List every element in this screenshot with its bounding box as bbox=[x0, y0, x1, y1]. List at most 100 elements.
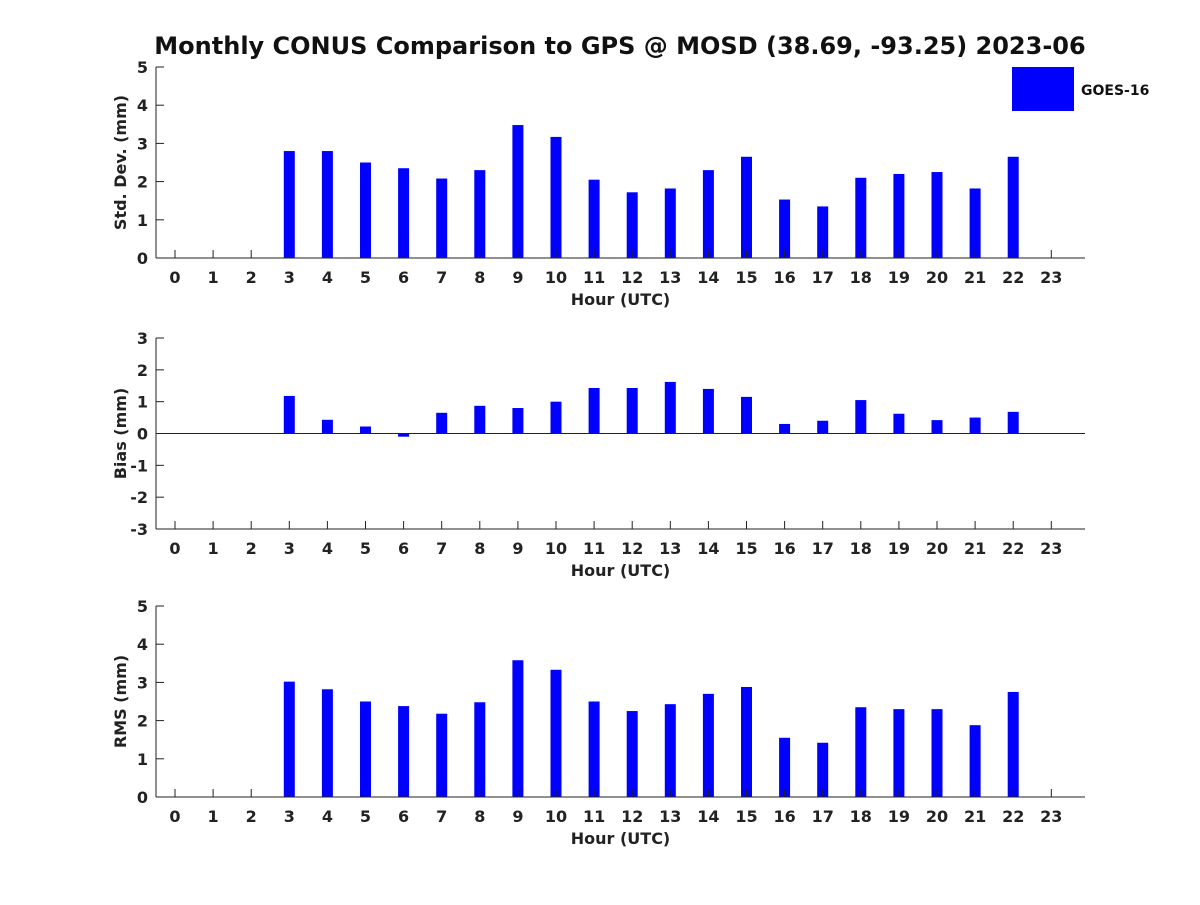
bar bbox=[474, 702, 486, 797]
x-tick-label: 0 bbox=[169, 539, 180, 558]
bar bbox=[626, 711, 638, 797]
chart-title: Monthly CONUS Comparison to GPS @ MOSD (… bbox=[154, 32, 1085, 60]
x-tick-label: 12 bbox=[621, 539, 643, 558]
y-tick-label: 0 bbox=[137, 788, 148, 807]
x-tick-label: 6 bbox=[398, 268, 409, 287]
x-tick-label: 11 bbox=[583, 807, 605, 826]
x-tick-label: 1 bbox=[208, 539, 219, 558]
x-tick-label: 8 bbox=[474, 807, 485, 826]
x-tick-label: 15 bbox=[735, 539, 757, 558]
legend-label: GOES-16 bbox=[1081, 83, 1149, 99]
x-tick-label: 16 bbox=[773, 268, 795, 287]
bar bbox=[855, 400, 867, 434]
x-tick-label: 3 bbox=[284, 539, 295, 558]
bar bbox=[779, 199, 791, 258]
bar bbox=[550, 401, 562, 434]
x-tick-label: 6 bbox=[398, 807, 409, 826]
y-tick-label: 0 bbox=[137, 425, 148, 444]
y-tick-label: 1 bbox=[137, 393, 148, 412]
x-tick-label: 2 bbox=[246, 807, 257, 826]
bar bbox=[398, 168, 410, 258]
bar bbox=[398, 433, 410, 437]
bar bbox=[741, 156, 752, 258]
x-tick-label: 18 bbox=[850, 807, 872, 826]
y-axis-label: Bias (mm) bbox=[111, 388, 130, 480]
x-tick-label: 3 bbox=[284, 807, 295, 826]
bar bbox=[360, 162, 371, 258]
bar bbox=[931, 172, 943, 258]
x-tick-label: 4 bbox=[322, 807, 333, 826]
x-tick-label: 0 bbox=[169, 268, 180, 287]
x-tick-label: 6 bbox=[398, 539, 409, 558]
bar bbox=[817, 420, 829, 434]
bar bbox=[931, 709, 943, 797]
bar bbox=[664, 704, 676, 797]
bar bbox=[283, 395, 295, 434]
bar bbox=[283, 151, 295, 258]
bar bbox=[817, 742, 829, 797]
bar bbox=[779, 423, 791, 434]
y-axis-label: RMS (mm) bbox=[111, 655, 130, 748]
x-tick-label: 15 bbox=[735, 268, 757, 287]
bar bbox=[512, 408, 524, 434]
y-tick-label: 3 bbox=[137, 673, 148, 692]
x-tick-label: 7 bbox=[436, 539, 447, 558]
bar bbox=[741, 396, 752, 434]
x-tick-label: 17 bbox=[812, 807, 834, 826]
x-tick-label: 20 bbox=[926, 539, 948, 558]
y-tick-label: 3 bbox=[137, 329, 148, 348]
x-tick-label: 16 bbox=[773, 807, 795, 826]
bar bbox=[855, 177, 867, 258]
bar bbox=[550, 669, 562, 797]
x-tick-label: 14 bbox=[697, 807, 719, 826]
bar bbox=[588, 701, 600, 797]
bar bbox=[702, 170, 714, 258]
x-tick-label: 2 bbox=[246, 268, 257, 287]
x-axis-label: Hour (UTC) bbox=[571, 290, 671, 309]
bar bbox=[626, 192, 638, 258]
bar bbox=[893, 413, 905, 434]
x-axis-label: Hour (UTC) bbox=[571, 829, 671, 848]
y-axis-label: Std. Dev. (mm) bbox=[111, 95, 130, 230]
bar bbox=[550, 136, 562, 258]
y-tick-label: 5 bbox=[137, 58, 148, 77]
legend: GOES-16 bbox=[1012, 67, 1149, 111]
x-tick-label: 12 bbox=[621, 268, 643, 287]
x-tick-label: 20 bbox=[926, 807, 948, 826]
bar bbox=[474, 405, 486, 434]
x-tick-label: 22 bbox=[1002, 807, 1024, 826]
y-tick-label: 5 bbox=[137, 597, 148, 616]
bar bbox=[360, 426, 371, 434]
y-tick-label: -3 bbox=[130, 520, 148, 539]
x-tick-label: 17 bbox=[812, 539, 834, 558]
y-tick-label: 4 bbox=[137, 96, 148, 115]
bar bbox=[588, 387, 600, 434]
y-tick-label: 2 bbox=[137, 712, 148, 731]
bar bbox=[626, 387, 638, 434]
x-tick-label: 0 bbox=[169, 807, 180, 826]
x-tick-label: 9 bbox=[512, 268, 523, 287]
x-tick-label: 19 bbox=[888, 268, 910, 287]
bar bbox=[1007, 411, 1019, 434]
bar bbox=[588, 179, 600, 258]
x-tick-label: 13 bbox=[659, 539, 681, 558]
x-tick-label: 23 bbox=[1040, 539, 1062, 558]
bar bbox=[702, 693, 714, 797]
y-tick-label: -2 bbox=[130, 488, 148, 507]
bar bbox=[436, 713, 448, 797]
x-tick-label: 3 bbox=[284, 268, 295, 287]
x-tick-label: 5 bbox=[360, 268, 371, 287]
x-tick-label: 21 bbox=[964, 807, 986, 826]
bar bbox=[969, 188, 981, 258]
x-tick-label: 12 bbox=[621, 807, 643, 826]
y-tick-label: -1 bbox=[130, 456, 148, 475]
bar bbox=[436, 178, 448, 258]
x-tick-label: 8 bbox=[474, 268, 485, 287]
x-tick-label: 1 bbox=[208, 807, 219, 826]
